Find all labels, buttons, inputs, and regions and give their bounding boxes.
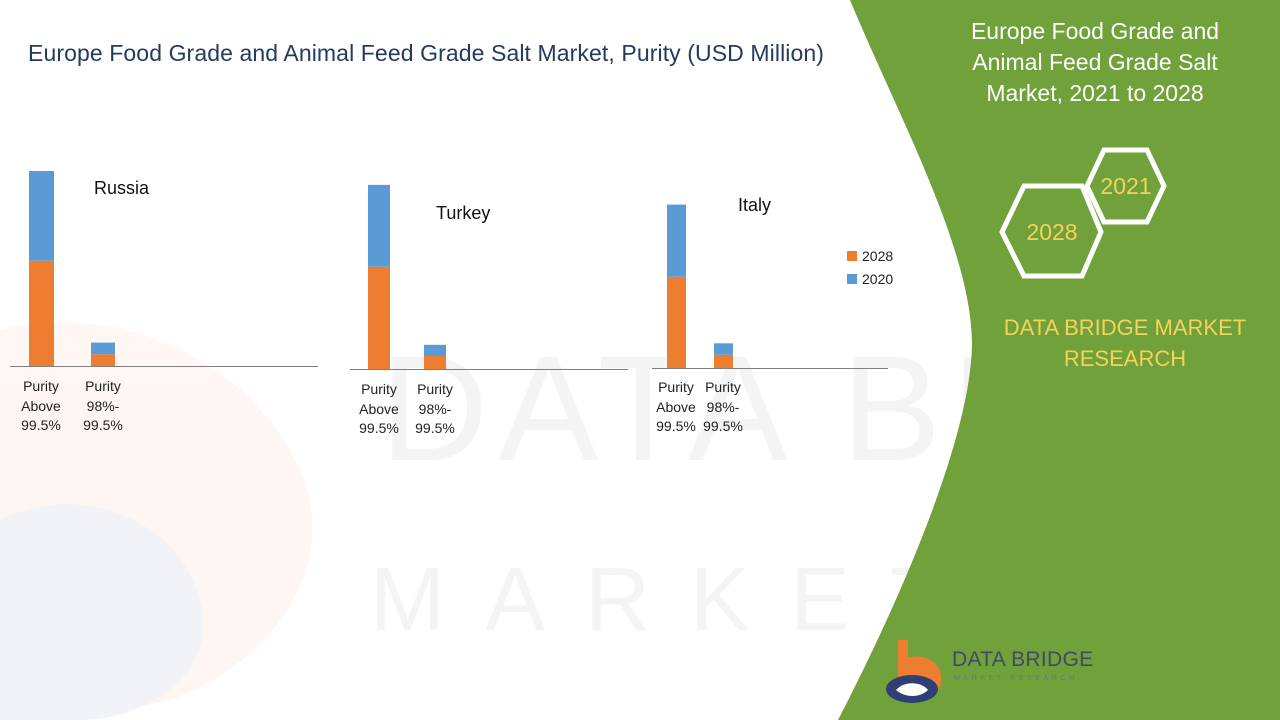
hexagon-2021-icon <box>1084 147 1167 225</box>
page-title: Europe Food Grade and Animal Feed Grade … <box>28 40 825 66</box>
bar-turkey-98-99-5-2020 <box>424 344 446 356</box>
side-panel <box>838 0 1280 720</box>
legend-swatch-2020 <box>847 273 857 284</box>
tick-label-russia-98: Purity 98%- 99.5% <box>83 378 123 433</box>
chart-title-turkey: Turkey <box>436 203 491 223</box>
bar-italy-above-99-5-2020 <box>667 204 686 277</box>
legend: 2028 2020 <box>847 244 893 290</box>
bar-russia-98-99-5-2020 <box>91 342 115 355</box>
brand-name: DATA BRIDGE MARKET RESEARCH <box>1003 315 1247 371</box>
bar-russia-98-99-5-2028 <box>91 354 115 366</box>
hex-label-2028: 2028 <box>1026 219 1078 245</box>
tick-label-russia-above: Purity Above 99.5% <box>21 378 61 433</box>
bar-russia-above-99-5-2020 <box>29 171 54 261</box>
tick-label-italy-98: Purity 98%- 99.5% <box>703 379 743 434</box>
logo-name: DATA BRIDGE <box>952 648 1094 671</box>
chart-title-italy: Italy <box>738 195 772 215</box>
bar-italy-above-99-5-2028 <box>667 276 686 368</box>
tick-label-turkey-98: Purity 98%- 99.5% <box>415 381 455 436</box>
bar-italy-98-99-5-2020 <box>714 343 733 355</box>
bar-turkey-98-99-5-2028 <box>424 355 446 369</box>
tick-label-italy-above: Purity Above 99.5% <box>656 379 696 434</box>
bar-italy-98-99-5-2028 <box>714 354 733 368</box>
logo-tagline: MARKET RESEARCH <box>954 675 1078 682</box>
tick-label-turkey-above: Purity Above 99.5% <box>359 381 399 436</box>
legend-item-2028: 2028 <box>847 244 893 267</box>
bar-russia-above-99-5-2028 <box>29 260 54 366</box>
hexagon-2028-icon <box>999 183 1104 279</box>
chart-title-russia: Russia <box>94 178 150 198</box>
bar-turkey-above-99-5-2020 <box>368 184 390 267</box>
legend-label-2020: 2020 <box>862 270 894 287</box>
bar-turkey-above-99-5-2028 <box>368 266 390 369</box>
hex-label-2021: 2021 <box>1100 173 1152 199</box>
logo-mark-icon <box>886 640 942 703</box>
legend-swatch-2028 <box>847 250 857 261</box>
legend-label-2028: 2028 <box>862 247 894 264</box>
legend-item-2020: 2020 <box>847 267 893 290</box>
side-panel-title: Europe Food Grade and Animal Feed Grade … <box>970 18 1220 106</box>
